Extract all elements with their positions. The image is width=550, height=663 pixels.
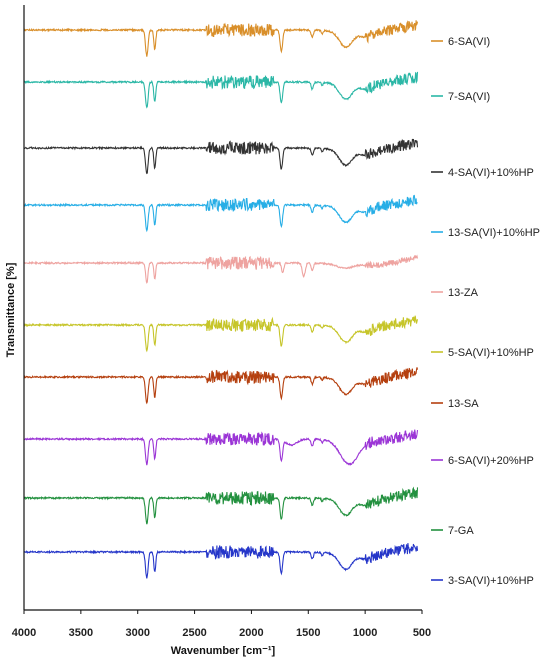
series-line-2 [23,71,419,109]
series-line-6 [23,315,419,353]
series-line-4 [23,194,418,233]
x-axis-label: Wavenumber [cm⁻¹] [171,645,276,657]
series-line-10 [23,543,419,579]
series-line-8 [23,429,419,467]
x-tick-label-2500: 2500 [182,627,206,639]
x-tick-label-2000: 2000 [239,627,263,639]
series-layer [23,20,419,579]
series-line-7 [23,367,419,405]
y-axis-label: Transmittance [%] [5,262,17,357]
legend-label-7: 13-SA [448,398,479,410]
legend-label-8: 6-SA(VI)+20%HP [448,455,534,467]
legend-label-3: 4-SA(VI)+10%HP [448,167,534,179]
x-tick-label-1000: 1000 [353,627,377,639]
legend-label-9: 7-GA [448,525,474,537]
series-line-5 [23,254,419,284]
x-tick-label-1500: 1500 [296,627,320,639]
legend-label-5: 13-ZA [448,287,479,299]
series-line-3 [24,138,419,175]
legend-label-1: 6-SA(VI) [448,36,490,48]
legend: 6-SA(VI) 7-SA(VI) 4-SA(VI)+10%HP 13-SA(VI)+… [431,36,540,587]
legend-label-4: 13-SA(VI)+10%HP [448,227,540,239]
legend-label-6: 5-SA(VI)+10%HP [448,347,534,359]
series-line-1 [23,20,419,57]
x-ticks: 4000 3500 3000 2500 2000 1500 1000 500 [12,610,431,639]
x-tick-label-3000: 3000 [125,627,149,639]
legend-label-2: 7-SA(VI) [448,91,490,103]
series-line-9 [23,486,419,525]
x-tick-label-500: 500 [413,627,431,639]
x-tick-label-3500: 3500 [69,627,93,639]
legend-label-10: 3-SA(VI)+10%HP [448,575,534,587]
x-tick-label-4000: 4000 [12,627,36,639]
